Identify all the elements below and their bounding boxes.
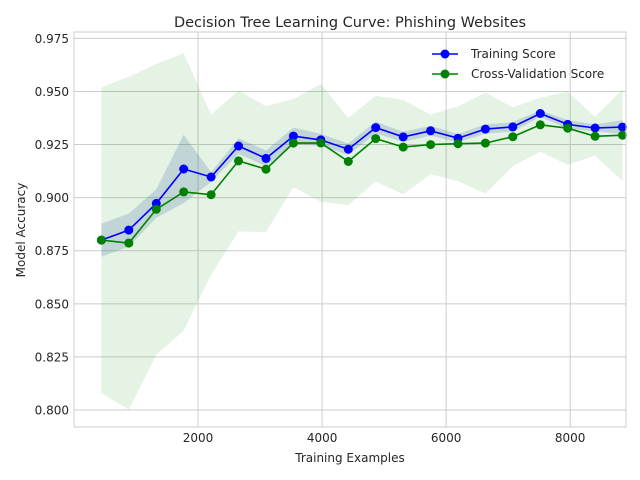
line-training — [101, 112, 623, 241]
point-training — [590, 123, 600, 133]
point-cross-validation — [343, 157, 353, 166]
point-cross-validation — [234, 156, 243, 166]
point-cross-validation — [316, 138, 326, 148]
point-cross-validation — [371, 134, 381, 144]
point-training — [206, 172, 216, 182]
y-tick-label: 0.825 — [35, 350, 69, 364]
point-training — [179, 164, 189, 174]
point-cross-validation — [206, 190, 216, 200]
point-training — [398, 132, 408, 142]
y-tick-label: 0.975 — [35, 32, 69, 46]
y-tick-label: 0.900 — [35, 191, 69, 205]
point-cross-validation — [480, 138, 490, 148]
point-training — [426, 126, 436, 136]
point-cross-validation — [508, 132, 518, 142]
point-cross-validation — [535, 120, 545, 130]
point-cross-validation — [151, 204, 161, 214]
point-training — [480, 124, 490, 134]
y-tick-label: 0.925 — [35, 138, 69, 152]
legend-label-training: Training Score — [470, 47, 556, 61]
point-cross-validation — [124, 238, 134, 248]
point-training — [288, 131, 298, 141]
chart-title: Decision Tree Learning Curve: Phishing W… — [174, 15, 526, 31]
point-training — [261, 153, 271, 163]
y-tick-labels: 0.800 0.825 0.850 0.875 0.900 0.925 0.950 0.975 — [35, 32, 69, 418]
point-training — [124, 225, 134, 235]
legend: Training Score Cross-Validation Score — [432, 47, 604, 81]
y-tick-label: 0.850 — [35, 297, 69, 311]
point-cross-validation — [618, 130, 627, 140]
x-tick-label: 6000 — [431, 431, 462, 445]
series-lines — [101, 112, 623, 244]
point-cross-validation — [398, 142, 408, 152]
point-cross-validation — [426, 140, 436, 150]
x-tick-label: 2000 — [183, 431, 214, 445]
point-training — [508, 122, 518, 132]
point-cross-validation — [453, 139, 463, 149]
point-cross-validation — [288, 138, 298, 148]
point-training — [343, 144, 353, 154]
point-cross-validation — [96, 235, 106, 245]
x-tick-labels: 2000 4000 6000 8000 — [183, 431, 586, 445]
point-training — [535, 109, 545, 118]
x-axis-label: Training Examples — [294, 451, 404, 465]
point-cross-validation — [590, 131, 600, 141]
legend-marker-training — [440, 49, 450, 59]
point-training — [234, 141, 243, 151]
y-axis-label: Model Accuracy — [14, 183, 28, 278]
series-points — [96, 109, 627, 248]
point-training — [618, 122, 627, 132]
y-tick-label: 0.800 — [35, 404, 69, 418]
grid — [74, 32, 626, 427]
point-training — [371, 123, 381, 133]
plot-frame — [73, 31, 627, 428]
band-training — [101, 110, 623, 257]
line-cross-validation — [101, 123, 623, 244]
point-cross-validation — [563, 123, 573, 133]
x-tick-label: 4000 — [307, 431, 338, 445]
y-tick-label: 0.875 — [35, 244, 69, 258]
plot-area — [74, 32, 626, 427]
legend-label-cross-validation: Cross-Validation Score — [471, 67, 604, 81]
x-tick-label: 8000 — [555, 431, 586, 445]
point-cross-validation — [179, 187, 189, 197]
y-tick-label: 0.950 — [35, 85, 69, 99]
point-cross-validation — [261, 164, 271, 174]
legend-marker-cross-validation — [440, 69, 450, 79]
